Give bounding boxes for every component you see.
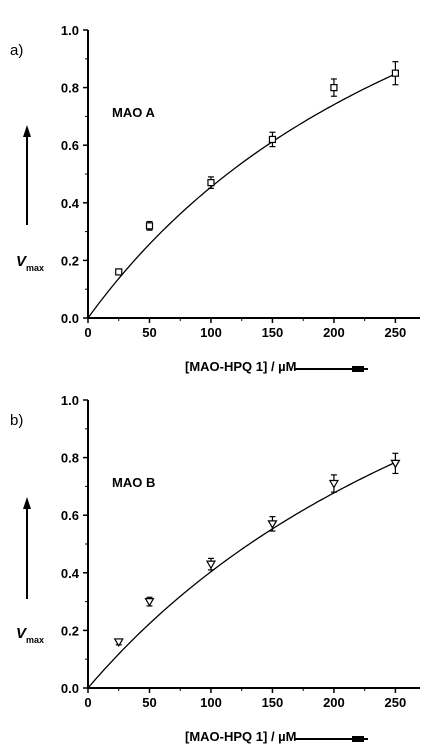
y-axis-arrow-head — [23, 125, 31, 137]
x-tick-label: 100 — [200, 325, 222, 340]
panel-label: b) — [10, 412, 23, 429]
y-tick-label: 1.0 — [61, 393, 79, 408]
data-point — [330, 83, 338, 92]
x-tick-label: 200 — [323, 695, 345, 710]
y-tick-label: 0.8 — [61, 451, 79, 466]
y-tick-label: 0.4 — [61, 566, 80, 581]
y-tick-label: 0.6 — [61, 508, 79, 523]
data-point — [328, 479, 339, 489]
panel-label: a) — [10, 42, 23, 59]
x-axis-title: [MAO-HPQ 1] / µM — [185, 729, 296, 744]
y-axis-arrow-head — [23, 497, 31, 509]
y-tick-label: 0.0 — [61, 311, 79, 326]
x-tick-label: 50 — [142, 695, 156, 710]
x-axis-title: [MAO-HPQ 1] / µM — [185, 359, 296, 374]
data-point — [391, 69, 400, 77]
enzyme-label: MAO B — [112, 475, 155, 490]
x-tick-label: 100 — [200, 695, 222, 710]
panel-b: b) MAO B 0.0 0.2 0.4 0.6 0.8 1.0 0 50 100 150 200 250… — [10, 393, 420, 744]
data-point — [390, 459, 401, 469]
y-axis-title: Vmax — [16, 625, 44, 645]
panel-a: a) MAO A 0.0 0.2 0.4 0.6 0.8 1.0 0 50 100 150 200 250… — [10, 23, 420, 374]
y-tick-label: 0.2 — [61, 253, 79, 268]
x-tick-label: 0 — [84, 695, 91, 710]
y-tick-label: 0.0 — [61, 681, 79, 696]
y-tick-label: 0.4 — [61, 196, 80, 211]
x-tick-label: 150 — [262, 325, 284, 340]
x-tick-label: 0 — [84, 325, 91, 340]
fit-curve — [87, 73, 396, 319]
data-point — [145, 222, 154, 230]
data-point — [205, 560, 216, 570]
x-tick-label: 200 — [323, 325, 345, 340]
data-point — [115, 268, 123, 276]
y-tick-label: 0.2 — [61, 623, 79, 638]
data-point — [144, 597, 155, 607]
data-point — [207, 179, 215, 187]
x-tick-label: 250 — [385, 325, 407, 340]
enzyme-label: MAO A — [112, 105, 155, 120]
x-axis-arrow-head — [352, 366, 364, 372]
fit-curve — [87, 461, 396, 689]
data-point — [267, 520, 278, 530]
x-tick-label: 250 — [385, 695, 407, 710]
data-point — [268, 135, 277, 144]
data-point — [113, 638, 124, 648]
y-tick-label: 0.8 — [61, 81, 79, 96]
x-tick-label: 150 — [262, 695, 284, 710]
y-tick-label: 0.6 — [61, 138, 79, 153]
x-axis-arrow-head — [352, 736, 364, 742]
y-tick-label: 1.0 — [61, 23, 79, 38]
y-axis-title: Vmax — [16, 253, 44, 273]
x-tick-label: 50 — [142, 325, 156, 340]
